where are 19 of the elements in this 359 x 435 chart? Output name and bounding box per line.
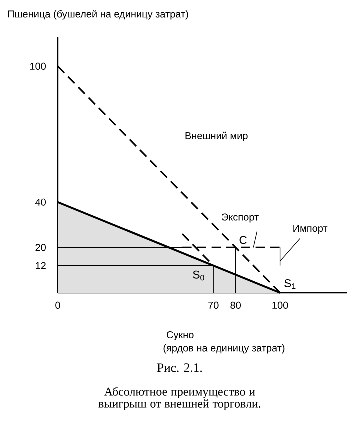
x-tick-label: 80 (230, 302, 242, 310)
y-tick-label: 12 (36, 262, 46, 270)
annotation: S$_{0}$ (193, 270, 204, 281)
x-tick-label: 70 (208, 302, 219, 310)
x-tick-label: 100 (272, 302, 288, 310)
annotation: Импорт (294, 225, 328, 234)
x-tick-label: 0 (56, 302, 60, 310)
text: (ярдов на единицу затрат) (164, 344, 285, 354)
text: Рис. 2.1. (157, 364, 202, 372)
y-axis-title: Пшеница (бушелей на единицу затрат) (8, 10, 188, 20)
annotation: Внешний мир (186, 132, 248, 142)
x-axis-title: Сукно (167, 331, 194, 341)
y-tick-label: 20 (36, 244, 46, 252)
annotation: C (240, 236, 247, 244)
annotation: Экспорт (222, 214, 259, 223)
text: Абсолютное преимущество и выигрыш от внешней торговли. (98, 387, 261, 410)
y-tick-label: 100 (30, 62, 46, 70)
y-tick-label: 40 (36, 198, 46, 206)
annotation: S$_{1}$ (284, 279, 296, 290)
